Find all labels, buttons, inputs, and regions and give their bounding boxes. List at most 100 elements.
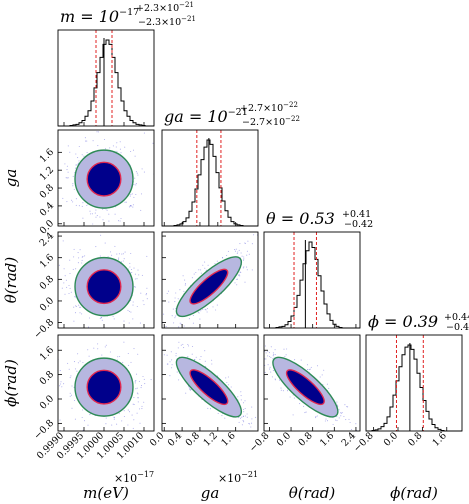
sample-point xyxy=(171,359,173,361)
sample-point xyxy=(86,152,88,154)
sample-point xyxy=(243,421,245,423)
sample-point xyxy=(240,391,242,393)
sample-point xyxy=(74,418,76,420)
sample-point xyxy=(66,286,68,288)
sample-point xyxy=(237,251,239,253)
sample-point xyxy=(77,353,79,355)
sample-point xyxy=(272,370,274,372)
sample-point xyxy=(75,305,78,307)
panel-frame xyxy=(57,334,155,432)
sample-point xyxy=(260,236,261,237)
sample-point xyxy=(133,184,135,186)
sample-point xyxy=(69,151,71,153)
sample-point xyxy=(248,253,250,255)
sample-point xyxy=(207,264,209,266)
sample-point xyxy=(175,292,177,294)
sample-point xyxy=(87,349,89,351)
diag-frame-phi xyxy=(365,334,463,432)
sample-point xyxy=(152,142,154,144)
sample-point xyxy=(205,269,207,271)
sample-point xyxy=(129,205,131,207)
sample-point xyxy=(93,347,95,349)
y-tick-label-theta: 1.6 xyxy=(38,252,56,270)
sample-point xyxy=(84,255,86,257)
x-tick-label-theta: −0.8 xyxy=(247,430,271,454)
sample-point xyxy=(138,274,140,276)
sample-point xyxy=(140,193,143,195)
sample-point xyxy=(108,213,110,215)
sample-point xyxy=(120,261,122,263)
sample-point xyxy=(244,281,246,283)
sample-point xyxy=(176,371,178,373)
sample-point xyxy=(77,157,79,159)
sample-point xyxy=(209,408,212,410)
sample-point xyxy=(119,220,121,222)
sample-point xyxy=(315,416,317,418)
sample-point xyxy=(242,259,245,261)
density-theta-m xyxy=(56,234,148,330)
sample-point xyxy=(127,409,129,411)
sample-point xyxy=(238,274,240,276)
sample-point xyxy=(63,268,65,270)
sample-point xyxy=(130,193,132,196)
panel-frame xyxy=(161,231,259,329)
sample-point xyxy=(134,278,136,280)
sample-point xyxy=(324,420,326,422)
sample-point xyxy=(65,279,67,281)
sample-point xyxy=(163,313,165,315)
sample-point xyxy=(270,356,272,358)
sample-point xyxy=(130,252,132,255)
y-tick-label-theta: −0.8 xyxy=(32,317,56,341)
sample-point xyxy=(190,388,192,390)
sample-point xyxy=(236,278,238,280)
sample-point xyxy=(269,366,271,368)
sample-point xyxy=(69,272,71,275)
sample-point xyxy=(74,312,77,314)
sample-point xyxy=(81,256,83,258)
diag-frame-ga xyxy=(161,129,259,227)
sample-point xyxy=(67,362,69,364)
sample-point xyxy=(193,359,196,361)
panel-phi-vs-m xyxy=(56,334,155,432)
sample-point xyxy=(70,394,73,396)
sample-point xyxy=(71,199,73,201)
title-plus-ga: +2.7×10−22 xyxy=(240,101,298,114)
sample-point xyxy=(336,416,338,418)
x-axis-label-m: m(eV) xyxy=(83,484,129,502)
sample-point xyxy=(59,419,61,421)
sample-point xyxy=(97,348,99,350)
sample-point xyxy=(180,344,182,346)
sample-point xyxy=(119,148,121,150)
sample-point xyxy=(69,392,71,394)
sample-point xyxy=(272,358,274,360)
sample-point xyxy=(136,305,138,308)
sample-point xyxy=(59,385,61,387)
sample-point xyxy=(56,306,57,307)
sample-point xyxy=(51,183,52,184)
sample-point xyxy=(265,358,267,360)
sample-point xyxy=(198,312,200,314)
sample-point xyxy=(168,301,170,303)
core-region xyxy=(189,369,229,406)
sample-point xyxy=(121,420,123,422)
x-tick-label-ga: 0.4 xyxy=(166,430,184,448)
sample-point xyxy=(105,423,107,425)
sample-point xyxy=(204,261,206,263)
sample-point xyxy=(115,146,117,148)
sample-point xyxy=(96,215,98,217)
sample-point xyxy=(306,364,309,366)
sample-point xyxy=(264,358,266,360)
sample-point xyxy=(82,409,84,411)
sample-point xyxy=(260,426,261,427)
sample-point xyxy=(340,415,342,417)
sample-point xyxy=(114,329,115,330)
sample-point xyxy=(132,204,134,206)
sample-point xyxy=(273,354,275,356)
sample-point xyxy=(56,365,57,366)
sample-point xyxy=(204,308,206,310)
sample-point xyxy=(134,155,136,157)
y-axis-label-phi: ϕ(rad) xyxy=(2,359,20,407)
sample-point xyxy=(144,383,146,385)
sample-point xyxy=(340,412,342,414)
sample-point xyxy=(137,397,139,399)
